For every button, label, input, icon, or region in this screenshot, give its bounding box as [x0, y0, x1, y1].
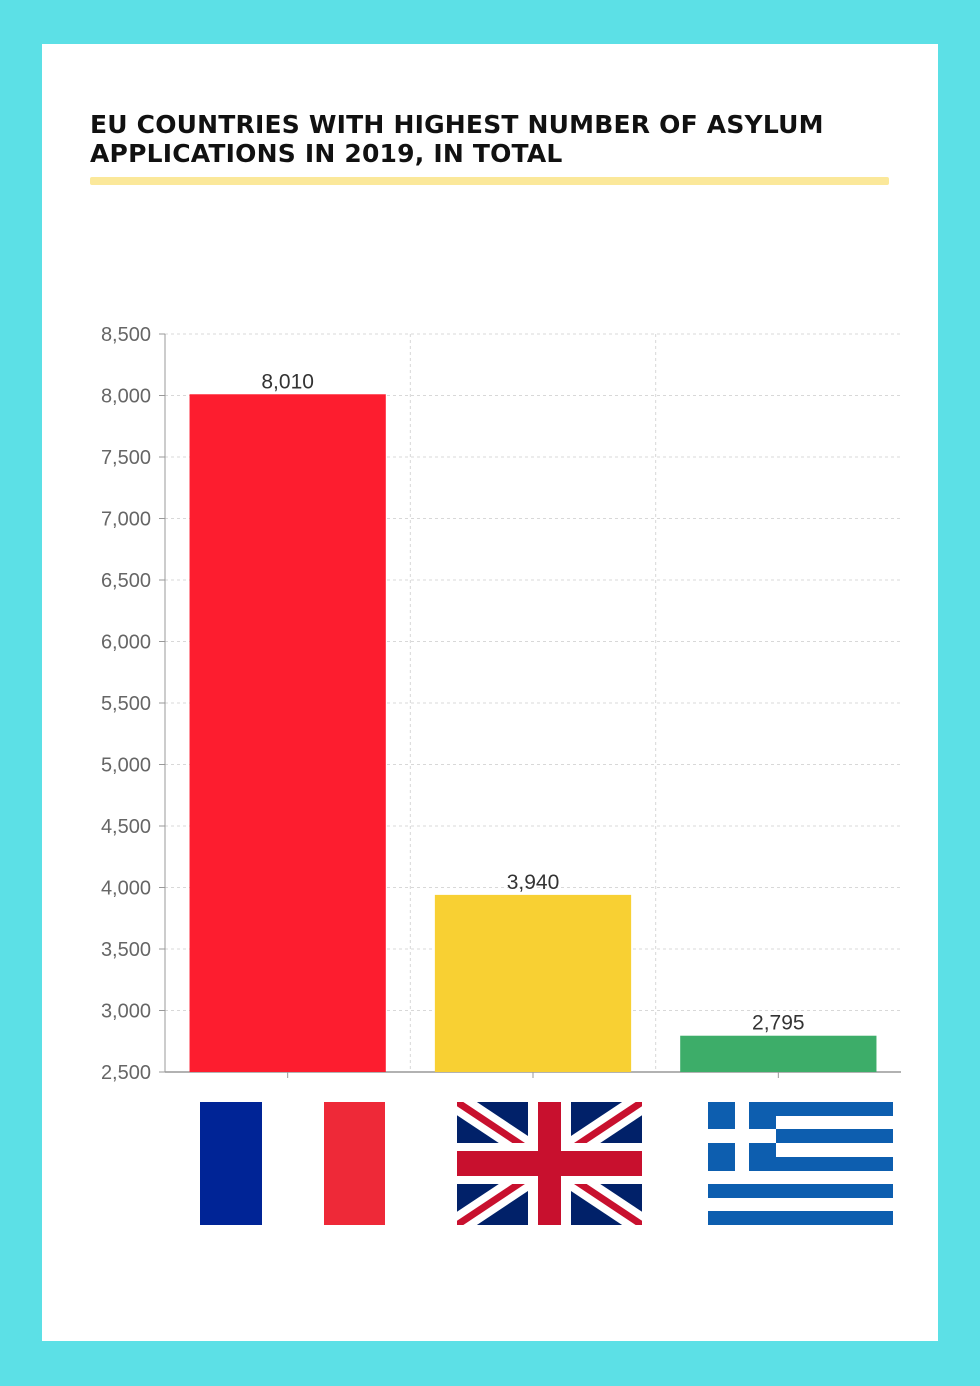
france-flag-icon — [200, 1102, 385, 1225]
chart-title: EU COUNTRIES WITH HIGHEST NUMBER OF ASYL… — [90, 110, 824, 168]
y-tick-label: 3,500 — [101, 939, 151, 961]
bar-greece — [680, 1035, 877, 1072]
y-tick-label: 4,000 — [101, 878, 151, 900]
y-tick-label: 7,000 — [101, 509, 151, 531]
y-tick-label: 3,000 — [101, 1001, 151, 1023]
y-tick-label: 5,000 — [101, 755, 151, 777]
bars — [189, 394, 877, 1072]
uk-flag-icon — [457, 1102, 642, 1225]
y-tick-label: 2,500 — [101, 1062, 151, 1084]
y-tick-label: 6,000 — [101, 632, 151, 654]
data-labels: 8,010 3,940 2,795 — [261, 370, 804, 1034]
title-underline — [90, 177, 889, 185]
y-tick-label: 8,000 — [101, 386, 151, 408]
y-tick-label: 6,500 — [101, 570, 151, 592]
data-label: 3,940 — [507, 871, 560, 894]
y-tick-label: 7,500 — [101, 447, 151, 469]
y-tick-label: 5,500 — [101, 693, 151, 715]
greece-flag-icon — [708, 1102, 893, 1225]
y-tick-label: 8,500 — [101, 324, 151, 346]
data-label: 8,010 — [261, 370, 314, 393]
y-tick-label: 4,500 — [101, 816, 151, 838]
data-label: 2,795 — [752, 1012, 805, 1035]
bar-france — [189, 394, 386, 1072]
bar-united-kingdom — [434, 894, 632, 1072]
